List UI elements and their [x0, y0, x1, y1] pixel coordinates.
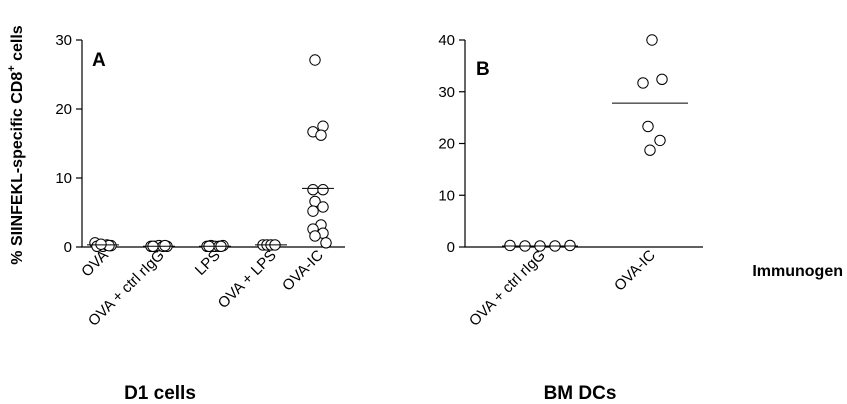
- data-point: [646, 34, 658, 46]
- data-point: [642, 120, 654, 133]
- data-point: [504, 239, 516, 252]
- panel-b-means: [502, 102, 688, 247]
- data-point: [95, 238, 107, 250]
- y-axis-title: % SIINFEKL-specific CD8+ cells: [6, 25, 26, 265]
- panel-b-points: [504, 34, 668, 252]
- y-tick-label: 30: [438, 84, 455, 101]
- y-tick-label: 0: [447, 239, 455, 256]
- category-label: OVA + LPS: [215, 247, 280, 312]
- y-tick-label: 20: [438, 136, 455, 153]
- category-label: OVA-IC: [279, 247, 327, 295]
- panel-a-means: [87, 187, 334, 247]
- data-point: [307, 205, 319, 217]
- y-axis-title-main: % SIINFEKL-specific CD8: [9, 72, 26, 265]
- panel-b-categories: OVA + ctrl rIgG OVA-IC: [466, 247, 659, 330]
- category-label: OVA: [78, 247, 112, 281]
- y-axis-title-superscript: +: [6, 65, 18, 71]
- data-point: [564, 239, 576, 252]
- category-label: OVA + ctrl rIgG: [466, 247, 549, 330]
- data-point: [307, 184, 319, 196]
- data-point: [309, 230, 321, 242]
- data-point: [320, 237, 332, 249]
- panel-a-points: [89, 54, 332, 253]
- data-point: [317, 184, 329, 196]
- panel-b: 0 10 20 30 40 OVA + ctrl rIgG OVA-IC B BM DCs…: [438, 32, 843, 404]
- category-label: OVA-IC: [611, 247, 659, 295]
- y-tick-label: 0: [64, 239, 72, 256]
- panel-a-letter: A: [92, 50, 106, 71]
- y-tick-label: 10: [55, 170, 72, 187]
- data-point: [159, 239, 171, 252]
- data-point: [315, 129, 327, 141]
- panel-b-caption: BM DCs: [544, 383, 617, 404]
- data-point: [656, 73, 668, 86]
- panel-a-y-ticks: 0 10 20 30: [55, 32, 82, 256]
- data-point: [644, 144, 656, 156]
- y-tick-label: 30: [55, 32, 72, 49]
- panel-b-y-ticks: 0 10 20 30 40: [438, 32, 465, 256]
- panel-b-letter: B: [476, 59, 490, 80]
- panel-b-axes: [464, 40, 703, 248]
- data-point: [654, 134, 666, 147]
- panel-a-caption: D1 cells: [124, 383, 196, 404]
- y-tick-label: 20: [55, 101, 72, 118]
- panel-a-axes: [81, 40, 345, 248]
- y-tick-label: 40: [438, 32, 455, 49]
- y-tick-label: 10: [438, 187, 455, 204]
- data-point: [317, 201, 329, 213]
- y-axis-title-end: cells: [9, 25, 26, 65]
- data-point: [637, 77, 649, 89]
- x-axis-title: Immunogen: [752, 263, 843, 280]
- data-point: [309, 54, 321, 66]
